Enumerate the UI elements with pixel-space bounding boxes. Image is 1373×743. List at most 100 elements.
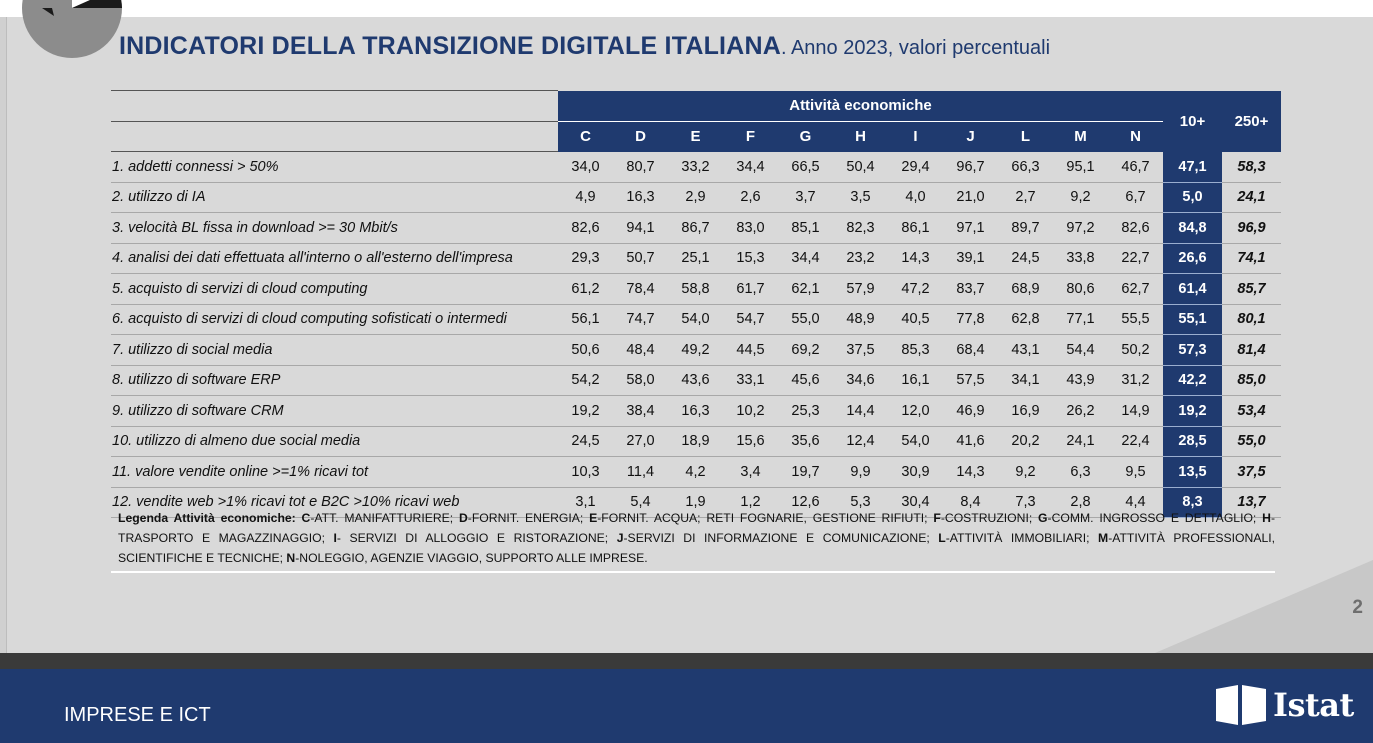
legend-code: H [1262,511,1271,525]
cell-10plus: 19,2 [1163,395,1222,427]
footer-blue-band [0,669,1373,743]
legend: Legenda Attività economiche: C-ATT. MANI… [118,508,1275,568]
cell-e: 2,9 [668,182,723,213]
cell-j: 97,1 [943,212,998,244]
cell-g: 85,1 [778,212,833,244]
header-col-i: I [888,121,943,152]
cell-g: 66,5 [778,151,833,183]
title-sub: . Anno 2023, valori percentuali [780,37,1051,59]
cell-j: 68,4 [943,334,998,366]
cell-c: 34,0 [558,151,613,183]
cell-e: 33,2 [668,151,723,183]
cell-d: 5,4 [613,487,668,518]
table-row: 2. utilizzo di IA 4,9 16,3 2,9 2,6 3,7 3,5 4,0 2… [111,182,1281,213]
cell-h: 57,9 [833,273,888,305]
cell-m: 77,1 [1053,304,1108,335]
cell-i: 30,4 [888,487,943,518]
row-label: 10. utilizzo di almeno due social media [111,426,558,457]
cell-i: 12,0 [888,395,943,427]
table-header-row-top: Attività economiche 10+ 250+ [111,90,1281,152]
decorative-wedge [1155,560,1373,653]
cell-h: 82,3 [833,212,888,244]
cell-g: 55,0 [778,304,833,335]
cell-g: 62,1 [778,273,833,305]
cell-e: 43,6 [668,365,723,396]
cell-l: 20,2 [998,426,1053,457]
header-col-c: C [558,121,613,152]
cell-f: 15,6 [723,426,778,457]
legend-code: E [589,511,598,525]
slide-left-edge [0,17,7,653]
header-col-h: H [833,121,888,152]
cell-f: 61,7 [723,273,778,305]
cell-250plus: 85,0 [1222,365,1281,396]
header-col-m: M [1053,121,1108,152]
legend-code: D [458,511,468,525]
cell-d: 27,0 [613,426,668,457]
cell-h: 14,4 [833,395,888,427]
cell-d: 38,4 [613,395,668,427]
cell-10plus: 5,0 [1163,182,1222,213]
cell-g: 25,3 [778,395,833,427]
cell-n: 22,7 [1108,243,1163,274]
cell-n: 14,9 [1108,395,1163,427]
legend-text: - SERVIZI DI ALLOGGIO E RISTORAZIONE; [336,531,617,545]
cell-m: 2,8 [1053,487,1108,518]
cell-n: 55,5 [1108,304,1163,335]
row-label: 7. utilizzo di social media [111,334,558,366]
row-label: 2. utilizzo di IA [111,182,558,213]
cell-i: 4,0 [888,182,943,213]
cell-l: 7,3 [998,487,1053,518]
cell-j: 96,7 [943,151,998,183]
row-label: 5. acquisto di servizi di cloud computin… [111,273,558,305]
cell-c: 10,3 [558,456,613,488]
cell-m: 97,2 [1053,212,1108,244]
legend-code: I [333,531,337,545]
cell-f: 10,2 [723,395,778,427]
header-col-f: F [723,121,778,152]
cell-e: 49,2 [668,334,723,366]
header-col-e: E [668,121,723,152]
cell-g: 34,4 [778,243,833,274]
cell-h: 50,4 [833,151,888,183]
cell-g: 45,6 [778,365,833,396]
cell-d: 50,7 [613,243,668,274]
cell-f: 33,1 [723,365,778,396]
cell-e: 18,9 [668,426,723,457]
row-label: 4. analisi dei dati effettuata all'inter… [111,243,558,274]
cell-c: 50,6 [558,334,613,366]
legend-text: -ATT. MANIFATTURIERE; [310,511,459,525]
cell-n: 6,7 [1108,182,1163,213]
table-row: 12. vendite web >1% ricavi tot e B2C >10… [111,487,1281,518]
header-label-cell-bottom [111,120,558,152]
cell-10plus: 13,5 [1163,456,1222,488]
table-row: 11. valore vendite online >=1% ricavi to… [111,456,1281,488]
cell-n: 22,4 [1108,426,1163,457]
legend-code: N [286,551,296,565]
legend-code: L [938,531,946,545]
cell-m: 24,1 [1053,426,1108,457]
cell-j: 57,5 [943,365,998,396]
row-label: 3. velocità BL fissa in download >= 30 M… [111,212,558,244]
legend-text: -TRASPORTO E MAGAZZINAGGIO; [118,511,1276,545]
cell-m: 43,9 [1053,365,1108,396]
cell-i: 40,5 [888,304,943,335]
cell-e: 25,1 [668,243,723,274]
cell-10plus: 84,8 [1163,212,1222,244]
cell-c: 29,3 [558,243,613,274]
cell-n: 9,5 [1108,456,1163,488]
cell-l: 34,1 [998,365,1053,396]
table-body: 1. addetti connessi > 50% 34,0 80,7 33,2 34,… [111,151,1281,518]
legend-divider [111,571,1275,573]
header-group-activities: Attività economiche [558,90,1163,122]
cell-n: 82,6 [1108,212,1163,244]
cell-h: 37,5 [833,334,888,366]
legend-code: G [1038,511,1048,525]
cell-250plus: 24,1 [1222,182,1281,213]
cell-i: 47,2 [888,273,943,305]
cell-l: 9,2 [998,456,1053,488]
table-row: 8. utilizzo di software ERP 54,2 58,0 43,6 3… [111,365,1281,396]
legend-text: -NOLEGGIO, AGENZIE VIAGGIO, SUPPORTO ALL… [295,551,648,565]
cell-10plus: 57,3 [1163,334,1222,366]
